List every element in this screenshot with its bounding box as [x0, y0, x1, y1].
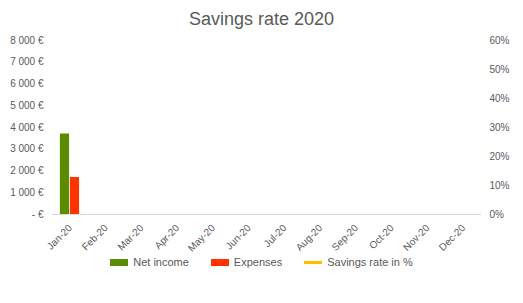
svg-text:Dec-20: Dec-20 — [437, 222, 468, 253]
svg-text:Jun-20: Jun-20 — [223, 222, 253, 252]
svg-text:Aug-20: Aug-20 — [294, 222, 325, 253]
svg-text:20%: 20% — [490, 151, 510, 162]
svg-text:1 000 €: 1 000 € — [10, 187, 44, 198]
svg-text:8 000 €: 8 000 € — [10, 35, 44, 46]
svg-text:Nov-20: Nov-20 — [401, 222, 432, 253]
html-text:Net income: Net income — [133, 256, 189, 268]
svg-text:Mar-20: Mar-20 — [115, 222, 145, 252]
svg-text:7 000 €: 7 000 € — [10, 56, 44, 67]
svg-text:50%: 50% — [490, 64, 510, 75]
html-text:Expenses: Expenses — [233, 256, 283, 268]
svg-text:40%: 40% — [490, 93, 510, 104]
svg-text:60%: 60% — [490, 35, 510, 46]
html-text:Savings rate in %: Savings rate in % — [327, 256, 413, 268]
svg-text:2 000 €: 2 000 € — [10, 165, 44, 176]
svg-text:5 000 €: 5 000 € — [10, 100, 44, 111]
svg-text:Sep-20: Sep-20 — [329, 222, 360, 253]
svg-text:Jan-20: Jan-20 — [45, 222, 75, 252]
svg-text:4 000 €: 4 000 € — [10, 122, 44, 133]
svg-text:Apr-20: Apr-20 — [152, 222, 181, 251]
svg-text:May-20: May-20 — [186, 222, 218, 254]
svg-text:Jul-20: Jul-20 — [262, 222, 289, 249]
svg-text:6 000 €: 6 000 € — [10, 78, 44, 89]
svg-text:Oct-20: Oct-20 — [367, 222, 396, 251]
svg-text:- €: - € — [32, 209, 44, 220]
svg-text:3 000 €: 3 000 € — [10, 143, 44, 154]
svg-text:30%: 30% — [490, 122, 510, 133]
html-text:Savings rate 2020: Savings rate 2020 — [188, 9, 334, 29]
svg-text:Feb-20: Feb-20 — [80, 222, 110, 252]
svg-text:0%: 0% — [490, 209, 505, 220]
svg-text:10%: 10% — [490, 180, 510, 191]
